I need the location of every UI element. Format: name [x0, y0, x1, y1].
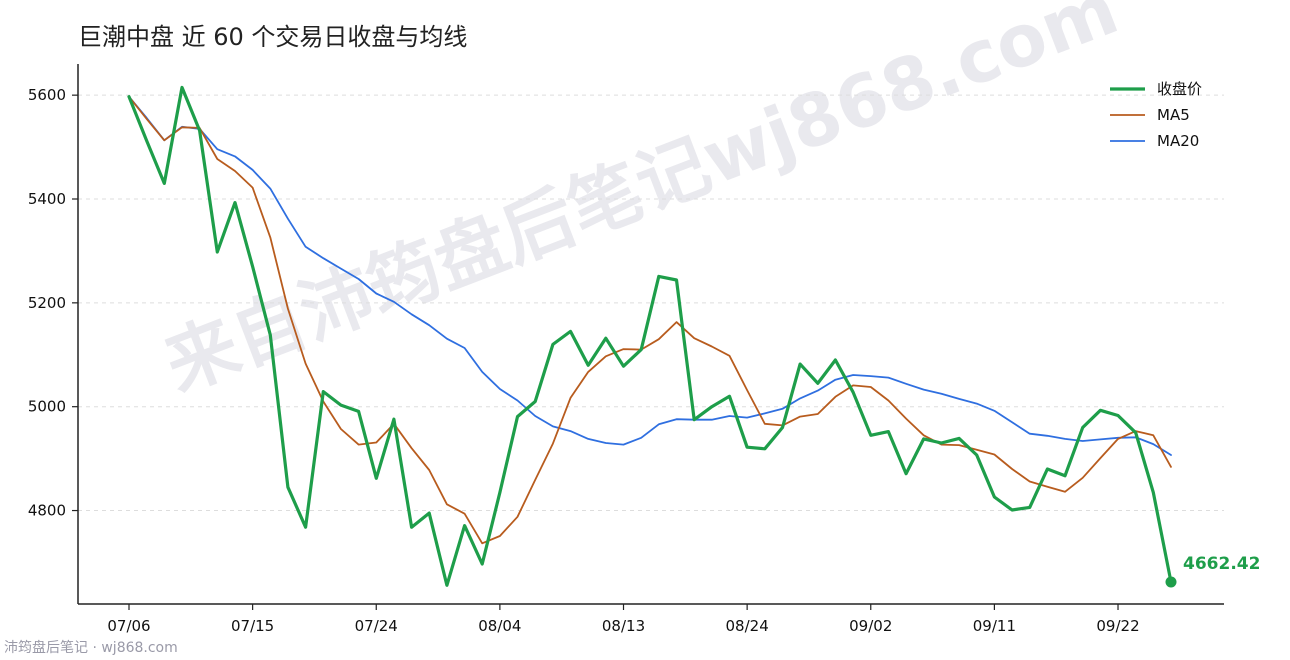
last-close-marker: [1165, 576, 1177, 588]
x-tick-label: 09/11: [973, 617, 1016, 635]
series-line-close: [127, 85, 1173, 587]
y-axis-ticks: 4800 5000 5200 5400 5600: [28, 86, 78, 520]
y-tick-label: 5000: [28, 398, 66, 416]
axes: [77, 64, 1224, 605]
gridlines: [78, 94, 1224, 512]
legend-label: MA5: [1157, 106, 1190, 124]
legend: 收盘价 MA5 MA20: [1110, 80, 1202, 150]
x-tick-label: 07/24: [355, 617, 398, 635]
footer-credit: 沛筠盘后笔记 · wj868.com: [4, 639, 178, 656]
y-tick-label: 5400: [28, 190, 66, 208]
x-tick-label: 08/24: [726, 617, 769, 635]
x-tick-label: 07/06: [107, 617, 150, 635]
series-lines: [127, 85, 1173, 587]
series-line-ma5: [128, 95, 1172, 545]
x-tick-label: 09/02: [849, 617, 892, 635]
y-tick-label: 5600: [28, 86, 66, 104]
x-tick-label: 07/15: [231, 617, 274, 635]
series-line-ma20: [128, 95, 1172, 456]
legend-label: 收盘价: [1157, 80, 1202, 98]
y-tick-label: 5200: [28, 294, 66, 312]
x-tick-label: 09/22: [1096, 617, 1139, 635]
last-point: 4662.42: [1165, 554, 1260, 588]
x-axis-ticks: 07/06 07/15 07/24 08/04 08/13 08/24 09/02 09/11…: [107, 604, 1140, 635]
y-tick-label: 4800: [28, 502, 66, 520]
chart-title: 巨潮中盘 近 60 个交易日收盘与均线: [78, 23, 467, 51]
last-close-label: 4662.42: [1183, 554, 1260, 574]
x-tick-label: 08/04: [478, 617, 521, 635]
legend-label: MA20: [1157, 132, 1199, 150]
x-tick-label: 08/13: [602, 617, 645, 635]
